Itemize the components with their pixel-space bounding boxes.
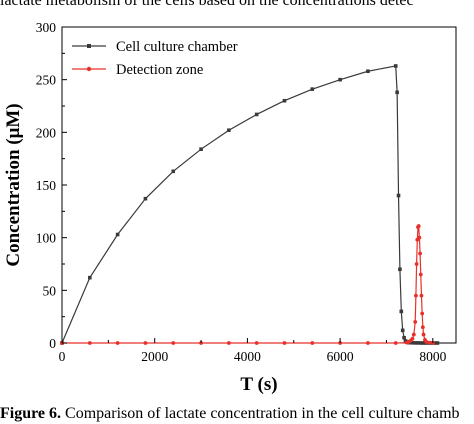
- caption-top-text: lactate metabolism of the cells based on…: [0, 0, 414, 9]
- data-point: [227, 128, 231, 133]
- data-point: [143, 341, 148, 345]
- data-point: [366, 69, 370, 74]
- data-point: [427, 340, 432, 345]
- data-point: [254, 341, 259, 345]
- data-point: [88, 275, 92, 280]
- x-tick-label: 6000: [327, 349, 354, 364]
- data-point: [416, 341, 420, 345]
- data-point: [115, 341, 120, 345]
- data-point: [418, 251, 422, 256]
- data-point: [399, 309, 404, 314]
- data-point: [393, 341, 398, 345]
- data-point: [411, 332, 416, 337]
- legend-label-cell-culture-chamber: Cell culture chamber: [116, 39, 238, 55]
- data-point: [171, 341, 176, 345]
- data-point: [366, 341, 370, 345]
- data-point: [416, 224, 421, 228]
- figure-caption-text: Comparison of lactate concentration in t…: [61, 405, 460, 422]
- data-point: [421, 341, 426, 345]
- data-point: [413, 320, 418, 324]
- data-point: [418, 272, 423, 277]
- axis-ticks: 0 2000 4000 6000 8000 0 50 100 150 200 250 300: [36, 20, 447, 364]
- data-point: [254, 112, 259, 117]
- data-point: [398, 267, 402, 272]
- data-point: [414, 293, 418, 298]
- data-point: [435, 341, 440, 345]
- data-point: [310, 87, 315, 91]
- data-point: [418, 341, 423, 345]
- data-point: [171, 169, 176, 174]
- data-point: [226, 341, 231, 345]
- legend-marker-cell-culture-chamber: [87, 44, 91, 48]
- x-tick-label: 2000: [141, 349, 168, 364]
- series-layer: [60, 64, 440, 345]
- y-tick-label: 100: [36, 231, 57, 246]
- series-line-cell-culture-chamber: [61, 65, 438, 344]
- data-point: [87, 341, 92, 345]
- data-point: [414, 262, 419, 266]
- data-point: [413, 341, 418, 345]
- legend-label-detection-zone: Detection zone: [116, 62, 203, 78]
- data-point: [115, 232, 120, 237]
- y-tick-label: 150: [36, 178, 57, 193]
- y-tick-label: 50: [43, 283, 57, 298]
- data-point: [420, 311, 425, 316]
- x-tick-label: 0: [59, 349, 66, 364]
- series-line-detection-zone: [62, 224, 433, 344]
- series-detection-zone: [60, 224, 435, 345]
- data-point: [410, 340, 415, 345]
- data-point: [393, 64, 398, 68]
- legend-marker-detection-zone: [86, 66, 92, 72]
- x-tick-label: 8000: [419, 349, 446, 364]
- y-tick-label: 300: [36, 20, 57, 35]
- series-cell-culture-chamber: [60, 64, 440, 345]
- data-point: [396, 193, 401, 198]
- data-point: [402, 335, 406, 340]
- figure-caption: Figure 6. Comparison of lactate concentr…: [0, 404, 474, 424]
- data-point: [410, 336, 415, 341]
- data-point: [282, 98, 287, 103]
- y-tick-label: 0: [49, 336, 56, 351]
- data-point: [421, 332, 426, 337]
- y-tick-label: 200: [36, 125, 57, 140]
- x-axis-title: T (s): [240, 374, 277, 395]
- data-point: [420, 325, 425, 330]
- data-point: [338, 77, 342, 82]
- x-tick-label: 4000: [234, 349, 261, 364]
- data-point: [395, 90, 399, 95]
- data-point: [199, 147, 203, 151]
- data-point: [417, 235, 422, 240]
- y-axis-title: Concentration (μM): [3, 103, 24, 266]
- data-point: [419, 293, 424, 298]
- figure-number: Figure 6.: [0, 405, 62, 422]
- data-point: [310, 341, 315, 345]
- data-point: [143, 196, 148, 201]
- y-tick-label: 250: [36, 73, 57, 88]
- data-point: [282, 341, 287, 345]
- data-point: [400, 328, 405, 333]
- chart-legend: Cell culture chamber Detection zone: [72, 39, 238, 78]
